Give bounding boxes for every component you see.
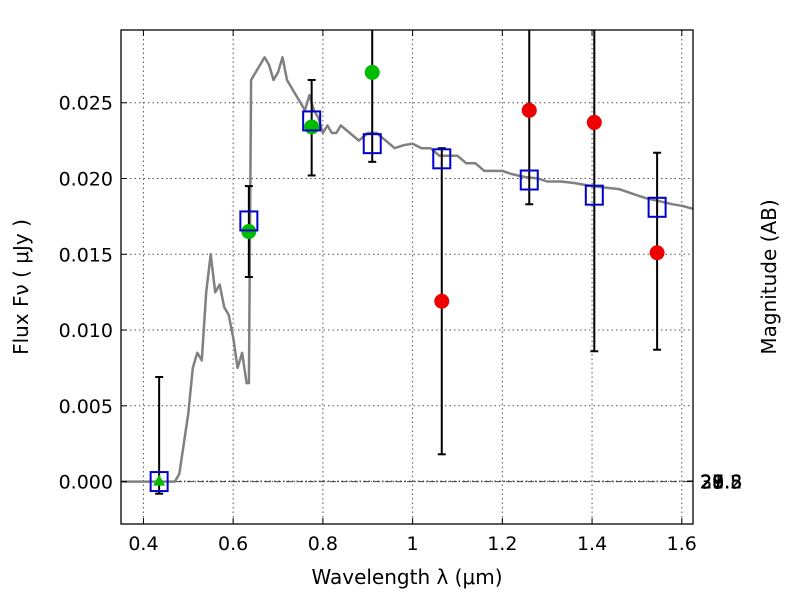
x-tick-label: 1.4 bbox=[577, 533, 607, 555]
y-tick-label: 0.000 bbox=[59, 472, 113, 494]
y-tick-label: 0.005 bbox=[59, 396, 113, 418]
axis-ticks: 0.4 0.6 0.8 1 1.2 1.4 1.6 0.000 0.005 0.010 0.015 0… bbox=[59, 30, 742, 555]
blue-square-point bbox=[647, 196, 667, 218]
green-circle-point bbox=[364, 64, 380, 80]
model-sed-line bbox=[121, 56, 693, 483]
red-circle-point bbox=[649, 245, 665, 261]
green-circle-point bbox=[304, 119, 320, 135]
mag-tick-label: 28.2 bbox=[700, 471, 742, 493]
blue-square-point bbox=[362, 133, 382, 155]
x-tick-label: 1.2 bbox=[487, 533, 517, 555]
green-circle-point bbox=[241, 224, 257, 240]
plot-area bbox=[121, 30, 693, 495]
mag-tick-label: 28.5 bbox=[700, 471, 742, 493]
blue-square-point bbox=[519, 169, 539, 191]
blue-square-point bbox=[239, 210, 259, 232]
mag-tick-label: 28 bbox=[700, 471, 724, 493]
mag-tick-label: 31 bbox=[700, 472, 724, 494]
mag-tick-label: 27.8 bbox=[700, 471, 742, 493]
mag-tick-label: 29.5 bbox=[700, 471, 742, 493]
x-tick-label: 1.6 bbox=[667, 533, 697, 555]
grid-lines bbox=[121, 30, 693, 524]
red-circle-point bbox=[521, 102, 537, 118]
mag-tick-label: 29 bbox=[700, 471, 724, 493]
x-tick-label: 0.8 bbox=[308, 533, 338, 555]
y-tick-label: 0.010 bbox=[59, 320, 113, 342]
y-tick-label: 0.020 bbox=[59, 169, 113, 191]
green-triangle-point bbox=[153, 474, 166, 486]
x-tick-label: 0.6 bbox=[218, 533, 248, 555]
red-circle-point bbox=[586, 114, 602, 130]
red-circle-point bbox=[434, 293, 450, 309]
x-tick-label: 1 bbox=[407, 533, 419, 555]
plot-frame bbox=[120, 29, 694, 525]
x-axis-label: Wavelength λ (μm) bbox=[311, 565, 502, 589]
magnitude-axis-label: Magnitude (AB) bbox=[757, 199, 781, 354]
x-tick-label: 0.4 bbox=[128, 533, 158, 555]
blue-square-point bbox=[149, 471, 169, 493]
y-tick-label: 0.015 bbox=[59, 244, 113, 266]
blue-square-point bbox=[584, 184, 604, 206]
y-tick-label: 0.025 bbox=[59, 93, 113, 115]
y-axis-label: Flux Fν ( μJy ) bbox=[9, 219, 33, 355]
blue-square-point bbox=[432, 148, 452, 170]
blue-square-point bbox=[302, 110, 322, 132]
mag-tick-label: 30 bbox=[700, 472, 724, 494]
